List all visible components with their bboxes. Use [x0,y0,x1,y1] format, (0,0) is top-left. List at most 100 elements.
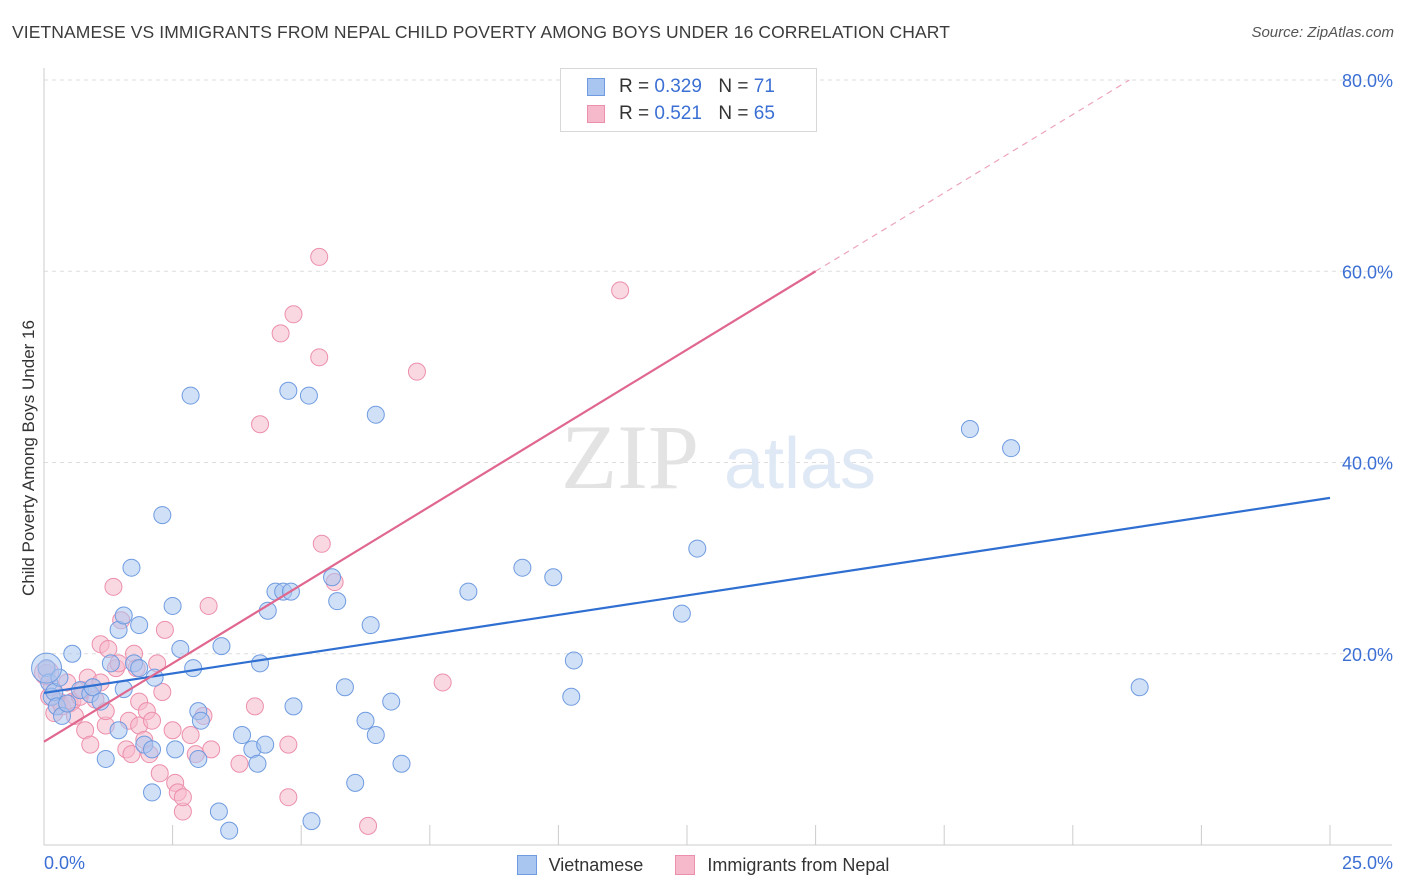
data-point-vietnamese [564,651,583,670]
data-point-vietnamese [181,386,200,405]
x-tick-label: 25.0% [1342,853,1393,873]
data-point-vietnamese [459,582,478,601]
legend-n-value: 71 [753,76,775,97]
legend-swatch-nepal [675,855,696,875]
y-tick-label: 20.0% [1342,645,1393,665]
data-point-vietnamese [960,420,979,439]
data-point-vietnamese [544,568,563,587]
data-point-vietnamese [302,812,321,831]
data-point-vietnamese [279,381,298,400]
data-point-vietnamese [101,654,120,673]
legend-swatch-vietnamese [587,78,605,96]
trend-line-vietnamese [43,496,1331,695]
data-point-vietnamese [392,754,411,773]
data-point-vietnamese [248,754,267,773]
data-point-vietnamese [688,539,707,558]
data-point-vietnamese [251,654,270,673]
data-point-vietnamese [328,592,347,611]
legend-r-label: R = [619,103,650,124]
data-point-nepal [284,305,303,324]
data-point-nepal [202,740,221,759]
legend-n-value: 65 [753,103,775,124]
data-point-nepal [271,324,290,343]
data-point-nepal [230,754,249,773]
series-nepal-points [34,247,630,835]
data-point-vietnamese [1002,439,1021,458]
legend-label-nepal: Immigrants from Nepal [707,854,890,875]
data-point-nepal [150,764,169,783]
y-tick-label: 40.0% [1342,454,1393,474]
data-point-vietnamese [233,726,252,745]
legend-r-label: R = [619,76,650,97]
data-point-vietnamese [513,558,532,577]
data-point-nepal [359,816,378,835]
data-point-nepal [173,788,192,807]
watermark-zip: ZIP [561,406,699,508]
legend-swatch-vietnamese [516,855,537,875]
gridlines [44,79,1392,655]
data-point-vietnamese [63,644,82,663]
data-point-vietnamese [299,386,318,405]
data-point-nepal [433,673,452,692]
data-point-nepal [199,596,218,615]
x-tick-label: 0.0% [44,853,85,873]
data-point-nepal [122,745,141,764]
data-point-nepal [310,348,329,367]
data-point-vietnamese [58,694,77,713]
legend-item-vietnamese[interactable]: Vietnamese [516,855,643,876]
legend-row-nepal: R = 0.521 N = 65 [587,102,775,126]
y-tick-label: 60.0% [1342,262,1393,282]
data-point-vietnamese [31,652,63,684]
data-point-vietnamese [96,749,115,768]
data-point-nepal [153,683,172,701]
data-point-vietnamese [191,711,210,730]
trend-line-nepal [43,270,817,743]
data-point-vietnamese [153,506,172,525]
data-point-vietnamese [212,637,231,656]
data-point-nepal [245,697,264,716]
data-point-vietnamese [130,659,149,678]
trend-lines [43,79,1331,743]
trend-line-nepal-extension [815,79,1130,272]
data-point-vietnamese [346,773,365,792]
data-point-nepal [279,735,298,754]
data-point-vietnamese [114,606,133,625]
data-point-vietnamese [284,697,303,716]
data-point-vietnamese [184,659,203,678]
series-vietnamese-points [31,381,1149,840]
data-point-nepal [104,577,123,596]
data-point-vietnamese [1130,678,1149,697]
tick-labels: 20.0% 40.0% 60.0% 80.0% 0.0% 25.0% [44,71,1393,873]
data-point-vietnamese [366,405,385,424]
data-point-nepal [143,711,162,730]
data-point-nepal [163,721,182,740]
data-point-vietnamese [361,616,380,635]
data-point-vietnamese [130,616,149,635]
data-point-vietnamese [672,604,691,623]
data-point-vietnamese [562,687,581,706]
data-point-vietnamese [382,692,401,711]
series-legend: Vietnamese Immigrants from Nepal [0,852,1406,878]
data-point-vietnamese [189,749,208,768]
data-point-vietnamese [335,678,354,697]
data-point-nepal [611,281,630,300]
watermark-atlas: atlas [724,424,876,504]
data-point-nepal [251,415,270,434]
axes [43,68,1392,846]
data-point-vietnamese [220,821,239,840]
data-point-nepal [312,534,331,553]
data-point-vietnamese [122,558,141,577]
data-point-vietnamese [356,711,375,730]
data-point-vietnamese [209,802,228,821]
y-axis-label: Child Poverty Among Boys Under 16 [19,320,38,596]
y-tick-label: 80.0% [1342,71,1393,91]
data-point-vietnamese [143,740,162,759]
legend-swatch-nepal [587,105,605,123]
data-point-vietnamese [166,740,185,759]
data-point-nepal [155,620,174,639]
legend-item-nepal[interactable]: Immigrants from Nepal [675,855,889,876]
data-point-vietnamese [256,735,275,754]
legend-row-vietnamese: R = 0.329 N = 71 [587,75,775,99]
legend-n-label: N = [718,103,749,124]
